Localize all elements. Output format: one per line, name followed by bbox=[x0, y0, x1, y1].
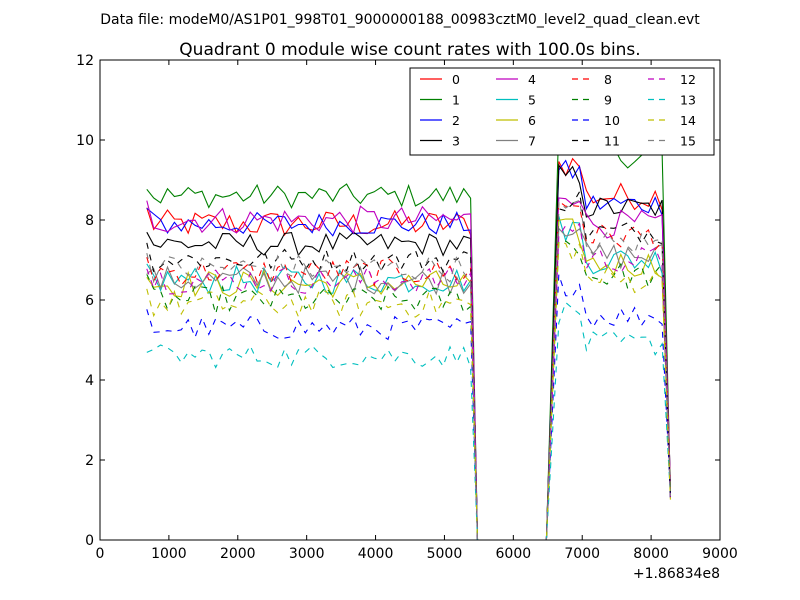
axes-layer: 0 1000 2000 3000 4000 5000 6000 7000 8000 9000 0 2 4… bbox=[76, 53, 738, 562]
legend-label-10: 10 bbox=[604, 113, 620, 128]
series-line-1 bbox=[146, 117, 671, 541]
legend-label-8: 8 bbox=[604, 72, 612, 87]
x-tick-label: 5000 bbox=[427, 546, 463, 562]
plot-layer bbox=[146, 117, 671, 541]
y-tick-label: 10 bbox=[76, 133, 94, 149]
x-tick-label: 4000 bbox=[358, 546, 394, 562]
legend-label-0: 0 bbox=[452, 72, 460, 87]
x-tick-label: 0 bbox=[96, 546, 105, 562]
y-tick-label: 2 bbox=[85, 453, 94, 469]
series-line-8 bbox=[146, 200, 671, 541]
x-tick-label: 1000 bbox=[151, 546, 187, 562]
series-line-14 bbox=[146, 240, 671, 541]
legend-label-4: 4 bbox=[528, 72, 536, 87]
figure-suptitle: Data file: modeM0/AS1P01_998T01_90000001… bbox=[100, 12, 700, 28]
series-line-15 bbox=[146, 199, 671, 541]
series-line-13 bbox=[146, 301, 671, 541]
legend-label-13: 13 bbox=[680, 93, 696, 108]
legend-label-9: 9 bbox=[604, 93, 612, 108]
series-line-0 bbox=[146, 157, 671, 541]
x-offset-label: +1.86834e8 bbox=[633, 566, 720, 582]
legend-label-14: 14 bbox=[680, 113, 696, 128]
legend-label-5: 5 bbox=[528, 93, 536, 108]
x-tick-label: 8000 bbox=[633, 546, 669, 562]
series-line-9 bbox=[146, 240, 671, 541]
x-tick-label: 7000 bbox=[564, 546, 600, 562]
y-tick-label: 12 bbox=[76, 53, 94, 69]
chart-title: Quadrant 0 module wise count rates with … bbox=[179, 40, 640, 60]
series-line-5 bbox=[146, 216, 671, 541]
series-line-2 bbox=[146, 159, 671, 541]
series-line-11 bbox=[146, 190, 671, 541]
x-tick-label: 3000 bbox=[289, 546, 325, 562]
legend-label-1: 1 bbox=[452, 93, 460, 108]
legend-label-11: 11 bbox=[604, 134, 620, 149]
series-line-10 bbox=[146, 274, 671, 541]
y-tick-label: 6 bbox=[85, 293, 94, 309]
legend-label-12: 12 bbox=[680, 72, 696, 87]
y-tick-label: 4 bbox=[85, 373, 94, 389]
y-tick-label: 0 bbox=[85, 533, 94, 549]
series-line-3 bbox=[146, 163, 671, 541]
y-tick-label: 8 bbox=[85, 213, 94, 229]
legend-label-15: 15 bbox=[680, 134, 696, 149]
legend-label-2: 2 bbox=[452, 113, 460, 128]
x-tick-label: 9000 bbox=[702, 546, 738, 562]
series-line-4 bbox=[146, 197, 671, 541]
x-tick-label: 2000 bbox=[220, 546, 256, 562]
legend-label-6: 6 bbox=[528, 113, 536, 128]
legend-label-7: 7 bbox=[528, 134, 536, 149]
legend-label-3: 3 bbox=[452, 134, 460, 149]
x-tick-label: 6000 bbox=[496, 546, 532, 562]
